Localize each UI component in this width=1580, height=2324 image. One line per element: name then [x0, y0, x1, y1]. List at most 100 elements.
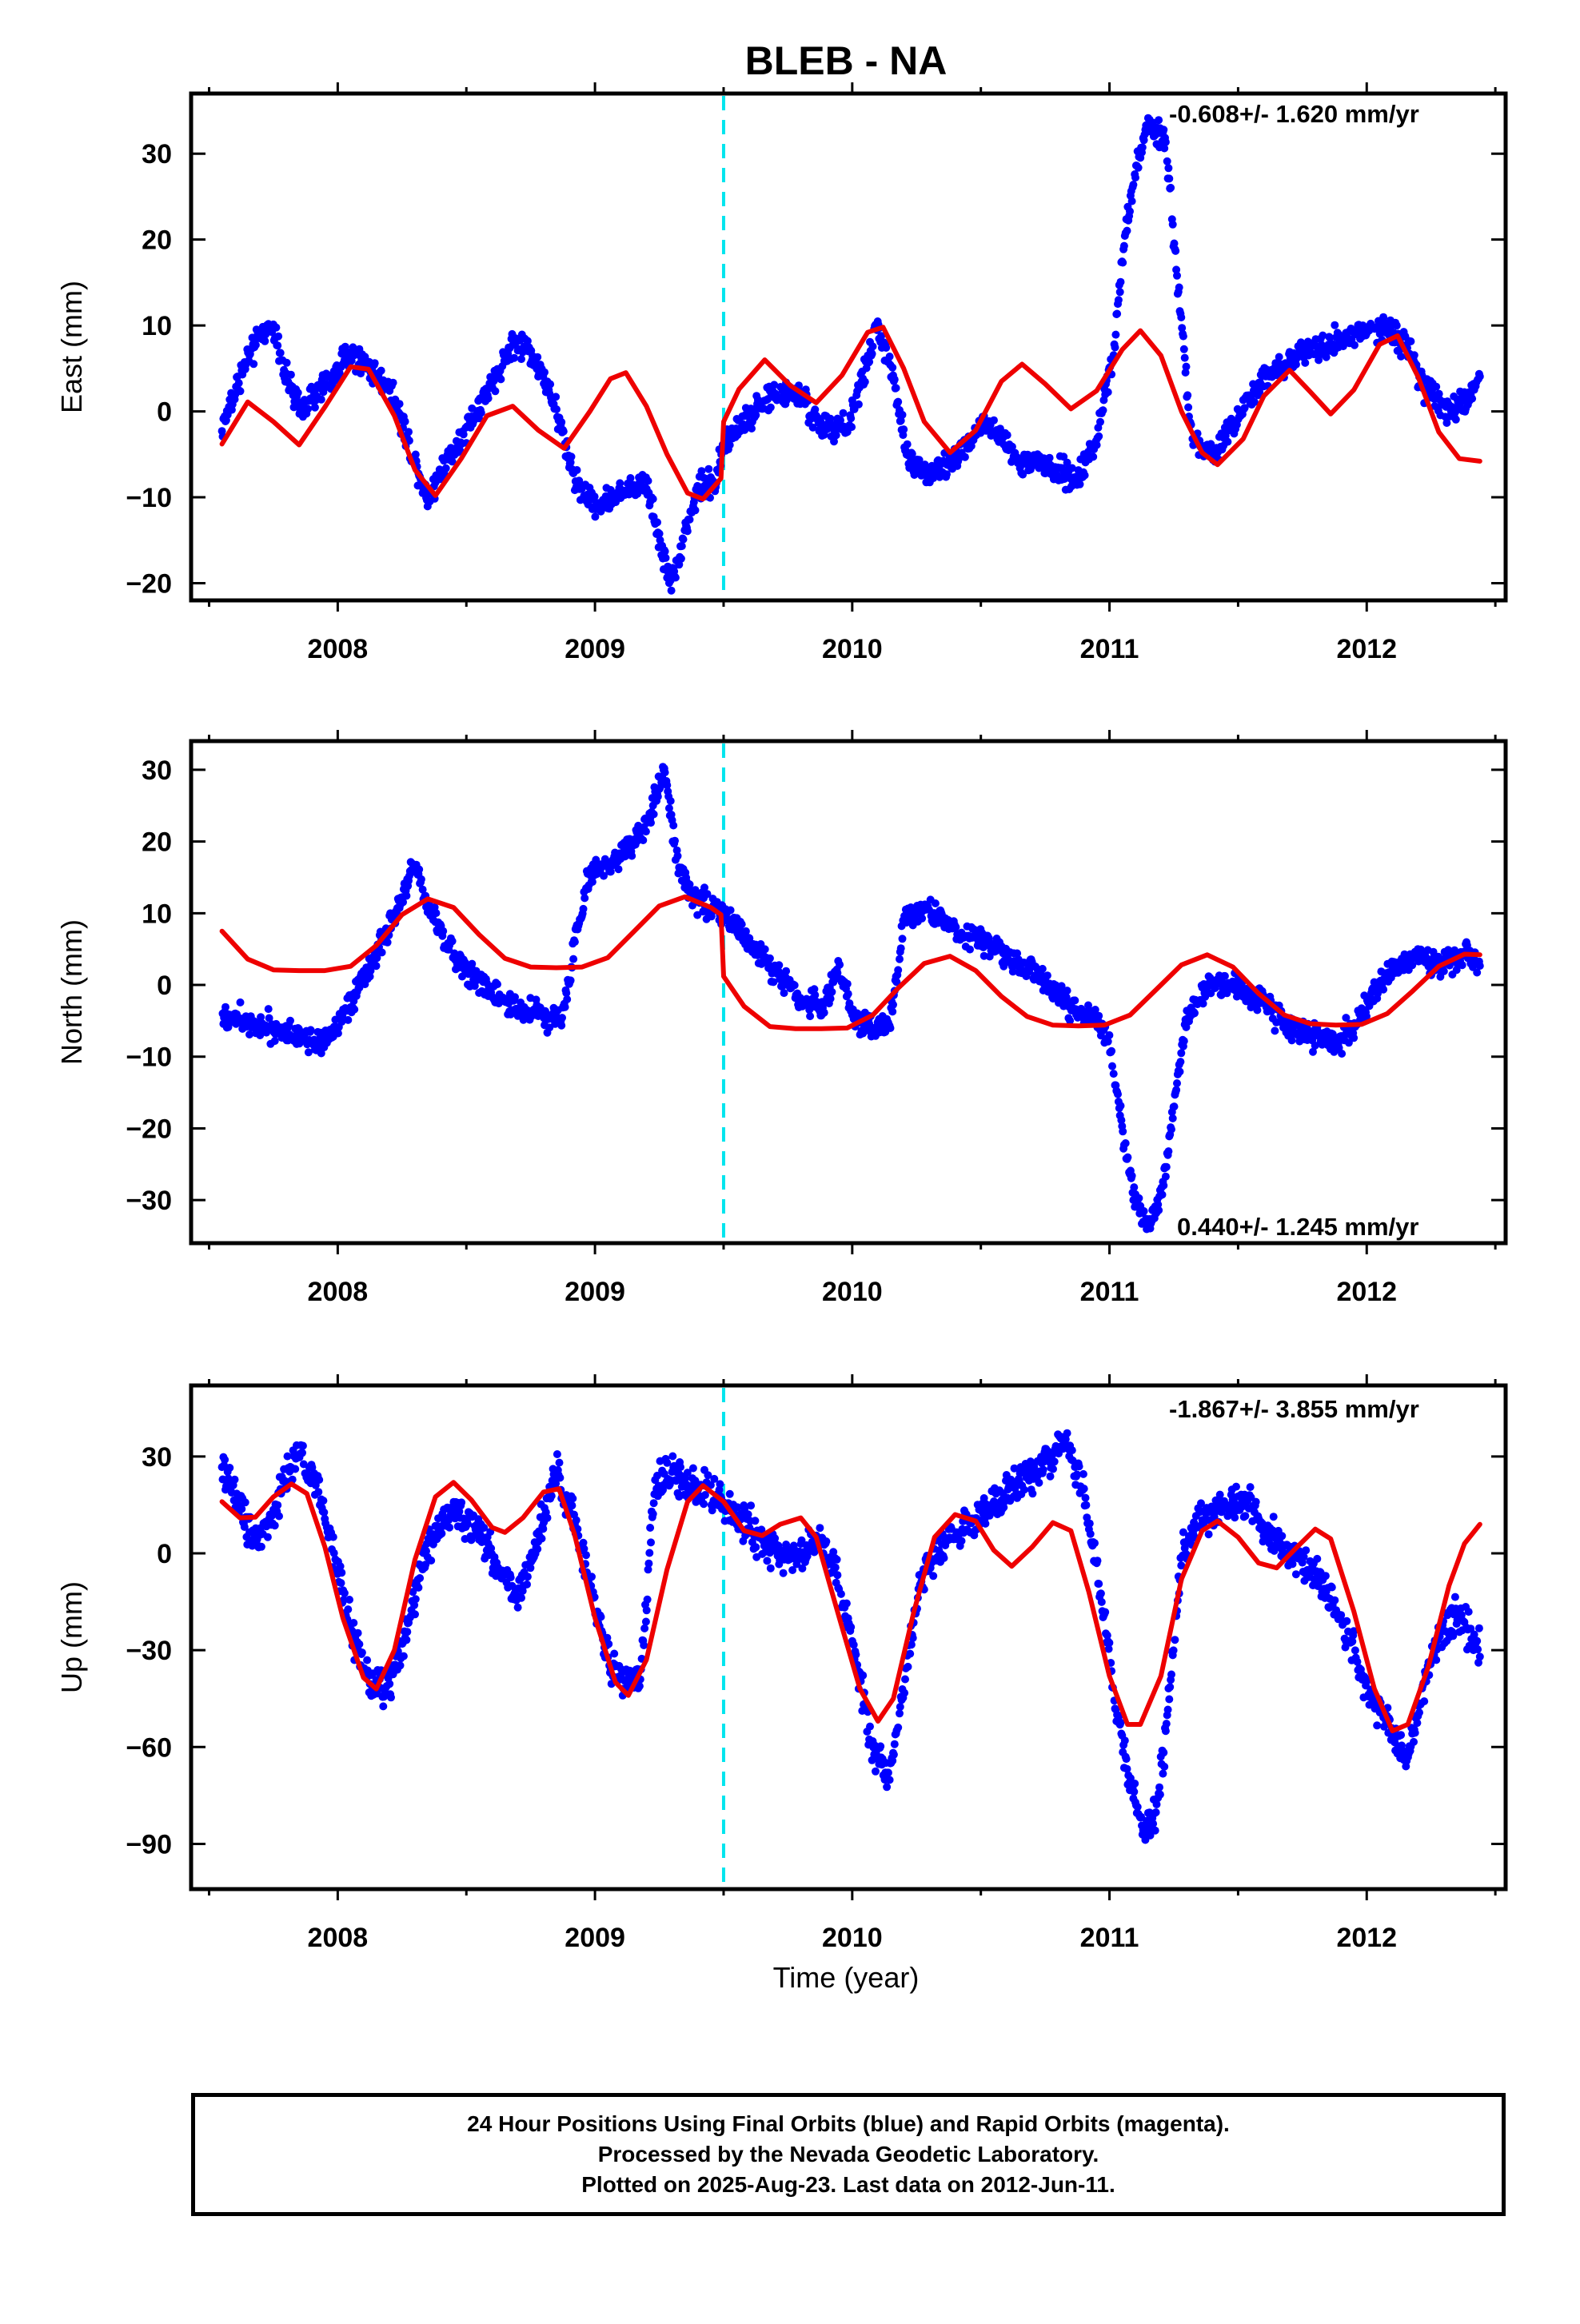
up-position-point: [538, 1535, 546, 1543]
north-position-point: [897, 944, 905, 952]
north-ytick-label: −30: [126, 1186, 172, 1216]
up-position-point: [1039, 1465, 1047, 1473]
up-position-point: [1163, 1720, 1171, 1728]
up-position-point: [414, 1584, 422, 1592]
east-position-point: [894, 398, 902, 406]
north-position-point: [417, 875, 425, 883]
up-position-point: [221, 1456, 229, 1464]
north-axis-label: North (mm): [55, 919, 88, 1065]
north-position-point: [402, 892, 410, 900]
up-position-point: [833, 1556, 841, 1564]
east-position-point: [697, 467, 705, 475]
up-position-point: [668, 1453, 676, 1461]
east-position-point: [990, 417, 998, 425]
east-position-point: [568, 452, 576, 460]
east-position-point: [832, 431, 840, 439]
east-position-point: [1223, 438, 1231, 446]
north-ytick-label: 30: [142, 755, 172, 786]
up-position-point: [597, 1613, 605, 1621]
up-position-point: [402, 1636, 410, 1644]
north-position-point: [1108, 1062, 1116, 1070]
up-position-point: [940, 1554, 948, 1562]
north-ytick-label: −10: [126, 1042, 172, 1073]
north-position-point: [563, 995, 571, 1003]
up-position-point: [822, 1537, 830, 1545]
east-position-point: [1331, 321, 1339, 329]
up-position-point: [890, 1751, 898, 1759]
north-position-point: [571, 938, 579, 946]
up-position-point: [341, 1589, 349, 1597]
north-position-point: [669, 822, 677, 830]
north-position-point: [727, 907, 735, 915]
north-position-point: [1167, 1126, 1175, 1134]
north-position-point: [1164, 1147, 1172, 1155]
up-position-point: [273, 1501, 281, 1509]
up-position-point: [411, 1610, 419, 1618]
east-position-point: [1116, 288, 1124, 296]
up-position-point: [427, 1557, 435, 1565]
up-position-point: [1164, 1706, 1172, 1714]
north-position-point: [1123, 1154, 1131, 1162]
up-position-point: [416, 1574, 424, 1582]
up-position-point: [906, 1650, 914, 1658]
up-position-point: [843, 1600, 851, 1608]
east-position-point: [560, 428, 568, 436]
east-position-point: [1123, 227, 1131, 235]
up-position-point: [763, 1557, 771, 1565]
east-position-point: [1351, 341, 1359, 349]
east-position-point: [847, 414, 855, 422]
up-position-point: [1302, 1546, 1310, 1554]
north-xtick-label: 2011: [1080, 1277, 1139, 1307]
up-position-point: [355, 1640, 363, 1648]
up-position-point: [337, 1569, 345, 1577]
up-position-point: [437, 1529, 445, 1537]
up-position-point: [1231, 1513, 1239, 1521]
east-position-point: [904, 440, 912, 448]
east-position-point: [1432, 383, 1440, 391]
north-position-point: [1063, 987, 1071, 995]
up-position-point: [379, 1702, 387, 1710]
north-position-point: [761, 945, 769, 953]
north-ytick-label: 10: [142, 899, 172, 929]
north-position-point: [561, 1003, 569, 1011]
up-position-point: [886, 1776, 894, 1784]
north-position-point: [378, 948, 386, 956]
east-position-point: [1003, 431, 1011, 439]
north-position-point: [1221, 972, 1229, 980]
north-position-point: [1191, 1009, 1199, 1017]
north-position-point: [844, 980, 852, 988]
east-position-point: [1275, 353, 1283, 361]
up-position-point: [644, 1596, 652, 1604]
up-position-point: [610, 1650, 618, 1658]
up-position-point: [716, 1480, 724, 1488]
up-position-point: [358, 1648, 366, 1656]
east-position-point: [377, 367, 385, 375]
east-ytick-label: 0: [157, 397, 172, 428]
east-position-point: [1117, 278, 1125, 286]
east-position-point: [888, 364, 896, 372]
east-ytick-label: 10: [142, 311, 172, 341]
up-position-point: [1252, 1498, 1260, 1506]
up-position-point: [644, 1560, 652, 1568]
up-position-point: [315, 1476, 323, 1484]
east-position-point: [1169, 221, 1177, 229]
up-xtick-label: 2012: [1336, 1923, 1397, 1953]
east-position-point: [1410, 351, 1418, 359]
east-position-point: [1173, 272, 1181, 280]
up-position-point: [556, 1459, 564, 1467]
east-ytick-label: −10: [126, 483, 172, 513]
east-position-point: [1128, 197, 1136, 205]
up-position-point: [643, 1606, 651, 1614]
north-position-point: [1338, 1050, 1346, 1058]
up-position-point: [1166, 1683, 1174, 1691]
north-position-point: [557, 1022, 565, 1030]
north-position-point: [615, 865, 623, 873]
up-position-point: [1063, 1429, 1071, 1437]
east-position-point: [668, 587, 676, 595]
east-rate-label: -0.608+/- 1.620 mm/yr: [1169, 100, 1419, 128]
up-position-point: [1094, 1557, 1102, 1565]
up-position-point: [647, 1538, 655, 1546]
east-position-point: [1292, 361, 1300, 369]
north-position-point: [384, 939, 392, 947]
